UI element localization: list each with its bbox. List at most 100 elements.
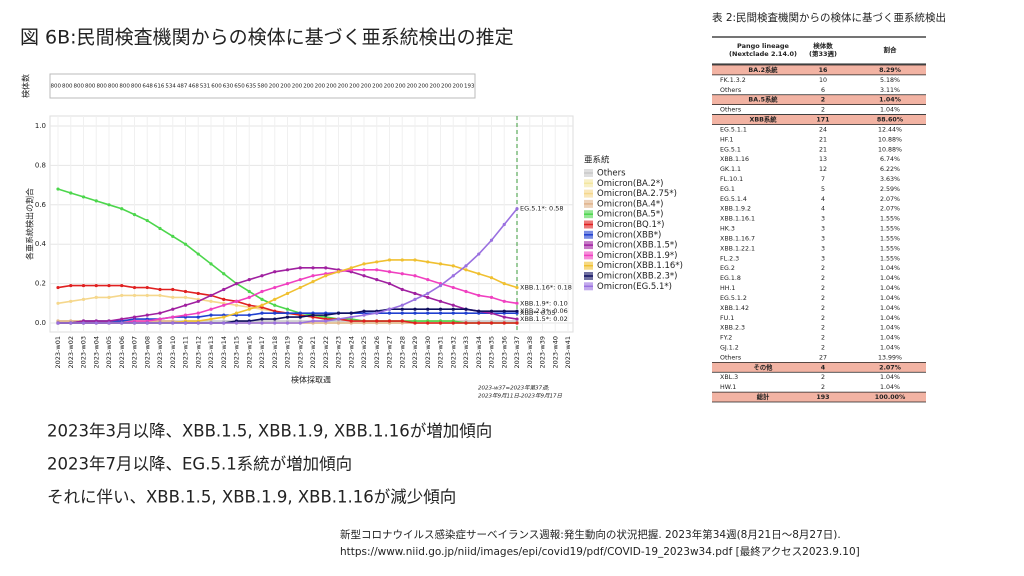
end-label: XBB.2.3*: 0.06: [520, 307, 568, 315]
table-cell: 21: [819, 136, 827, 143]
table-cell: 6.22%: [880, 166, 900, 173]
x-tick-label: 2023-w02: [67, 336, 75, 368]
x-tick-label: 2023-w37: [513, 336, 521, 368]
x-tick-label: 2023-w14: [220, 336, 228, 368]
count-value: 487: [177, 84, 188, 90]
table-cell: BA.2系統: [748, 65, 778, 74]
table-cell: 1.04%: [880, 285, 900, 292]
end-label: EG.5.1*: 0.58: [520, 205, 564, 213]
table-cell: 1.04%: [880, 335, 900, 342]
x-tick-label: 2023-w30: [424, 336, 432, 368]
x-tick-label: 2023-w17: [258, 336, 266, 368]
legend-label: Omicron(XBB*): [597, 230, 661, 240]
table-cell: XBB.1.16: [720, 156, 749, 163]
end-label: XBB.1.9*: 0.10: [520, 299, 568, 307]
table-cell: XBL.3: [720, 374, 738, 381]
y-tick-label: 0.8: [35, 161, 46, 169]
table-cell: 2: [821, 97, 825, 104]
x-tick-label: 2023-w12: [194, 336, 202, 368]
x-tick-label: 2023-w38: [526, 336, 534, 368]
citation: https://www.niid.go.jp/niid/images/epi/c…: [340, 545, 860, 558]
x-tick-label: 2023-w21: [309, 336, 317, 368]
count-value: 193: [464, 84, 475, 90]
table-cell: 88.60%: [877, 117, 904, 124]
count-value: 800: [96, 84, 107, 90]
legend-label: Omicron(BA.5*): [597, 210, 663, 220]
table-cell: 21: [819, 146, 827, 153]
x-tick-label: 2023-w31: [437, 336, 445, 368]
table-cell: 2: [821, 325, 825, 332]
x-tick-label: 2023-w16: [245, 336, 253, 368]
table-cell: GJ.1.2: [720, 344, 739, 351]
table-cell: 24: [819, 126, 827, 133]
table-cell: 3.63%: [880, 176, 900, 183]
table-cell: Others: [720, 354, 741, 361]
table-cell: 3: [821, 255, 825, 262]
table-cell: EG.5.1.4: [720, 196, 747, 203]
table-cell: 2: [821, 335, 825, 342]
count-value: 800: [119, 84, 130, 90]
table-cell: Others: [720, 107, 741, 114]
group-row-bg: [712, 114, 926, 125]
table-cell: その他: [754, 362, 774, 371]
series-line: [58, 208, 518, 324]
x-tick-label: 2023-w33: [462, 336, 470, 368]
table-cell: 10.88%: [878, 146, 902, 153]
table-cell: 12.44%: [878, 126, 902, 133]
y-tick-label: 1.0: [35, 122, 46, 130]
count-value: 200: [407, 84, 418, 90]
bullet: それに伴い、XBB.1.5, XBB.1.9, XBB.1.16が減少傾向: [47, 488, 456, 507]
y-axis-label: 各亜系統検出の割合: [25, 188, 35, 260]
legend-label: Omicron(EG.5.1*): [597, 282, 672, 292]
x-tick-label: 2023-w24: [347, 336, 355, 368]
count-value: 200: [372, 84, 383, 90]
x-tick-label: 2023-w06: [118, 336, 126, 368]
x-tick-label: 2023-w35: [488, 336, 496, 368]
table-cell: 7: [821, 176, 825, 183]
table-cell: 2: [821, 384, 825, 391]
x-tick-label: 2023-w10: [169, 336, 177, 368]
count-value: 200: [395, 84, 406, 90]
table-cell: 2: [821, 344, 825, 351]
table-cell: 13.99%: [878, 354, 902, 361]
x-tick-label: 2023-w26: [373, 336, 381, 368]
count-value: 580: [257, 84, 268, 90]
x-tick-label: 2023-w18: [271, 336, 279, 368]
table-cell: 2.07%: [879, 364, 902, 371]
table-cell: 2.07%: [880, 206, 900, 213]
table-cell: HF.1: [720, 136, 733, 143]
table-cell: 27: [819, 354, 827, 361]
table-cell: XBB.1.42: [720, 305, 749, 312]
count-value: 200: [430, 84, 441, 90]
table-cell: 12: [819, 166, 827, 173]
x-tick-label: 2023-w22: [322, 336, 330, 368]
table-cell: 1.04%: [880, 295, 900, 302]
table-cell: 10: [819, 77, 827, 84]
legend-label: Omicron(XBB.2.3*): [597, 272, 678, 282]
x-tick-label: 2023-w09: [156, 336, 164, 368]
x-tick-label: 2023-w41: [564, 336, 572, 368]
x-tick-label: 2023-w39: [539, 336, 547, 368]
table-title: 表 2:民間検査機関からの検体に基づく亜系統検出: [712, 11, 946, 24]
table-cell: FL.10.1: [720, 176, 743, 183]
x-tick-label: 2023-w27: [386, 336, 394, 368]
table-cell: 1.55%: [880, 226, 900, 233]
count-value: 800: [131, 84, 142, 90]
count-value: 200: [384, 84, 395, 90]
table-cell: 3: [821, 216, 825, 223]
x-tick-label: 2023-w32: [449, 336, 457, 368]
x-tick-label: 2023-w01: [54, 336, 62, 368]
table-cell: XBB.2.3: [720, 325, 745, 332]
table-cell: 3: [821, 235, 825, 242]
legend-label: Omicron(BQ.1*): [597, 220, 664, 230]
plot-panel: [49, 115, 574, 333]
count-value: 648: [142, 84, 153, 90]
table-cell: EG.5.1.1: [720, 126, 747, 133]
table-cell: FU.1: [720, 315, 734, 322]
table-cell: 3: [821, 226, 825, 233]
table-cell: 1.04%: [880, 107, 900, 114]
count-label: 検体数: [21, 74, 31, 98]
table-cell: EG.5.1: [720, 146, 741, 153]
count-value: 200: [338, 84, 349, 90]
table-cell: 1.04%: [880, 305, 900, 312]
